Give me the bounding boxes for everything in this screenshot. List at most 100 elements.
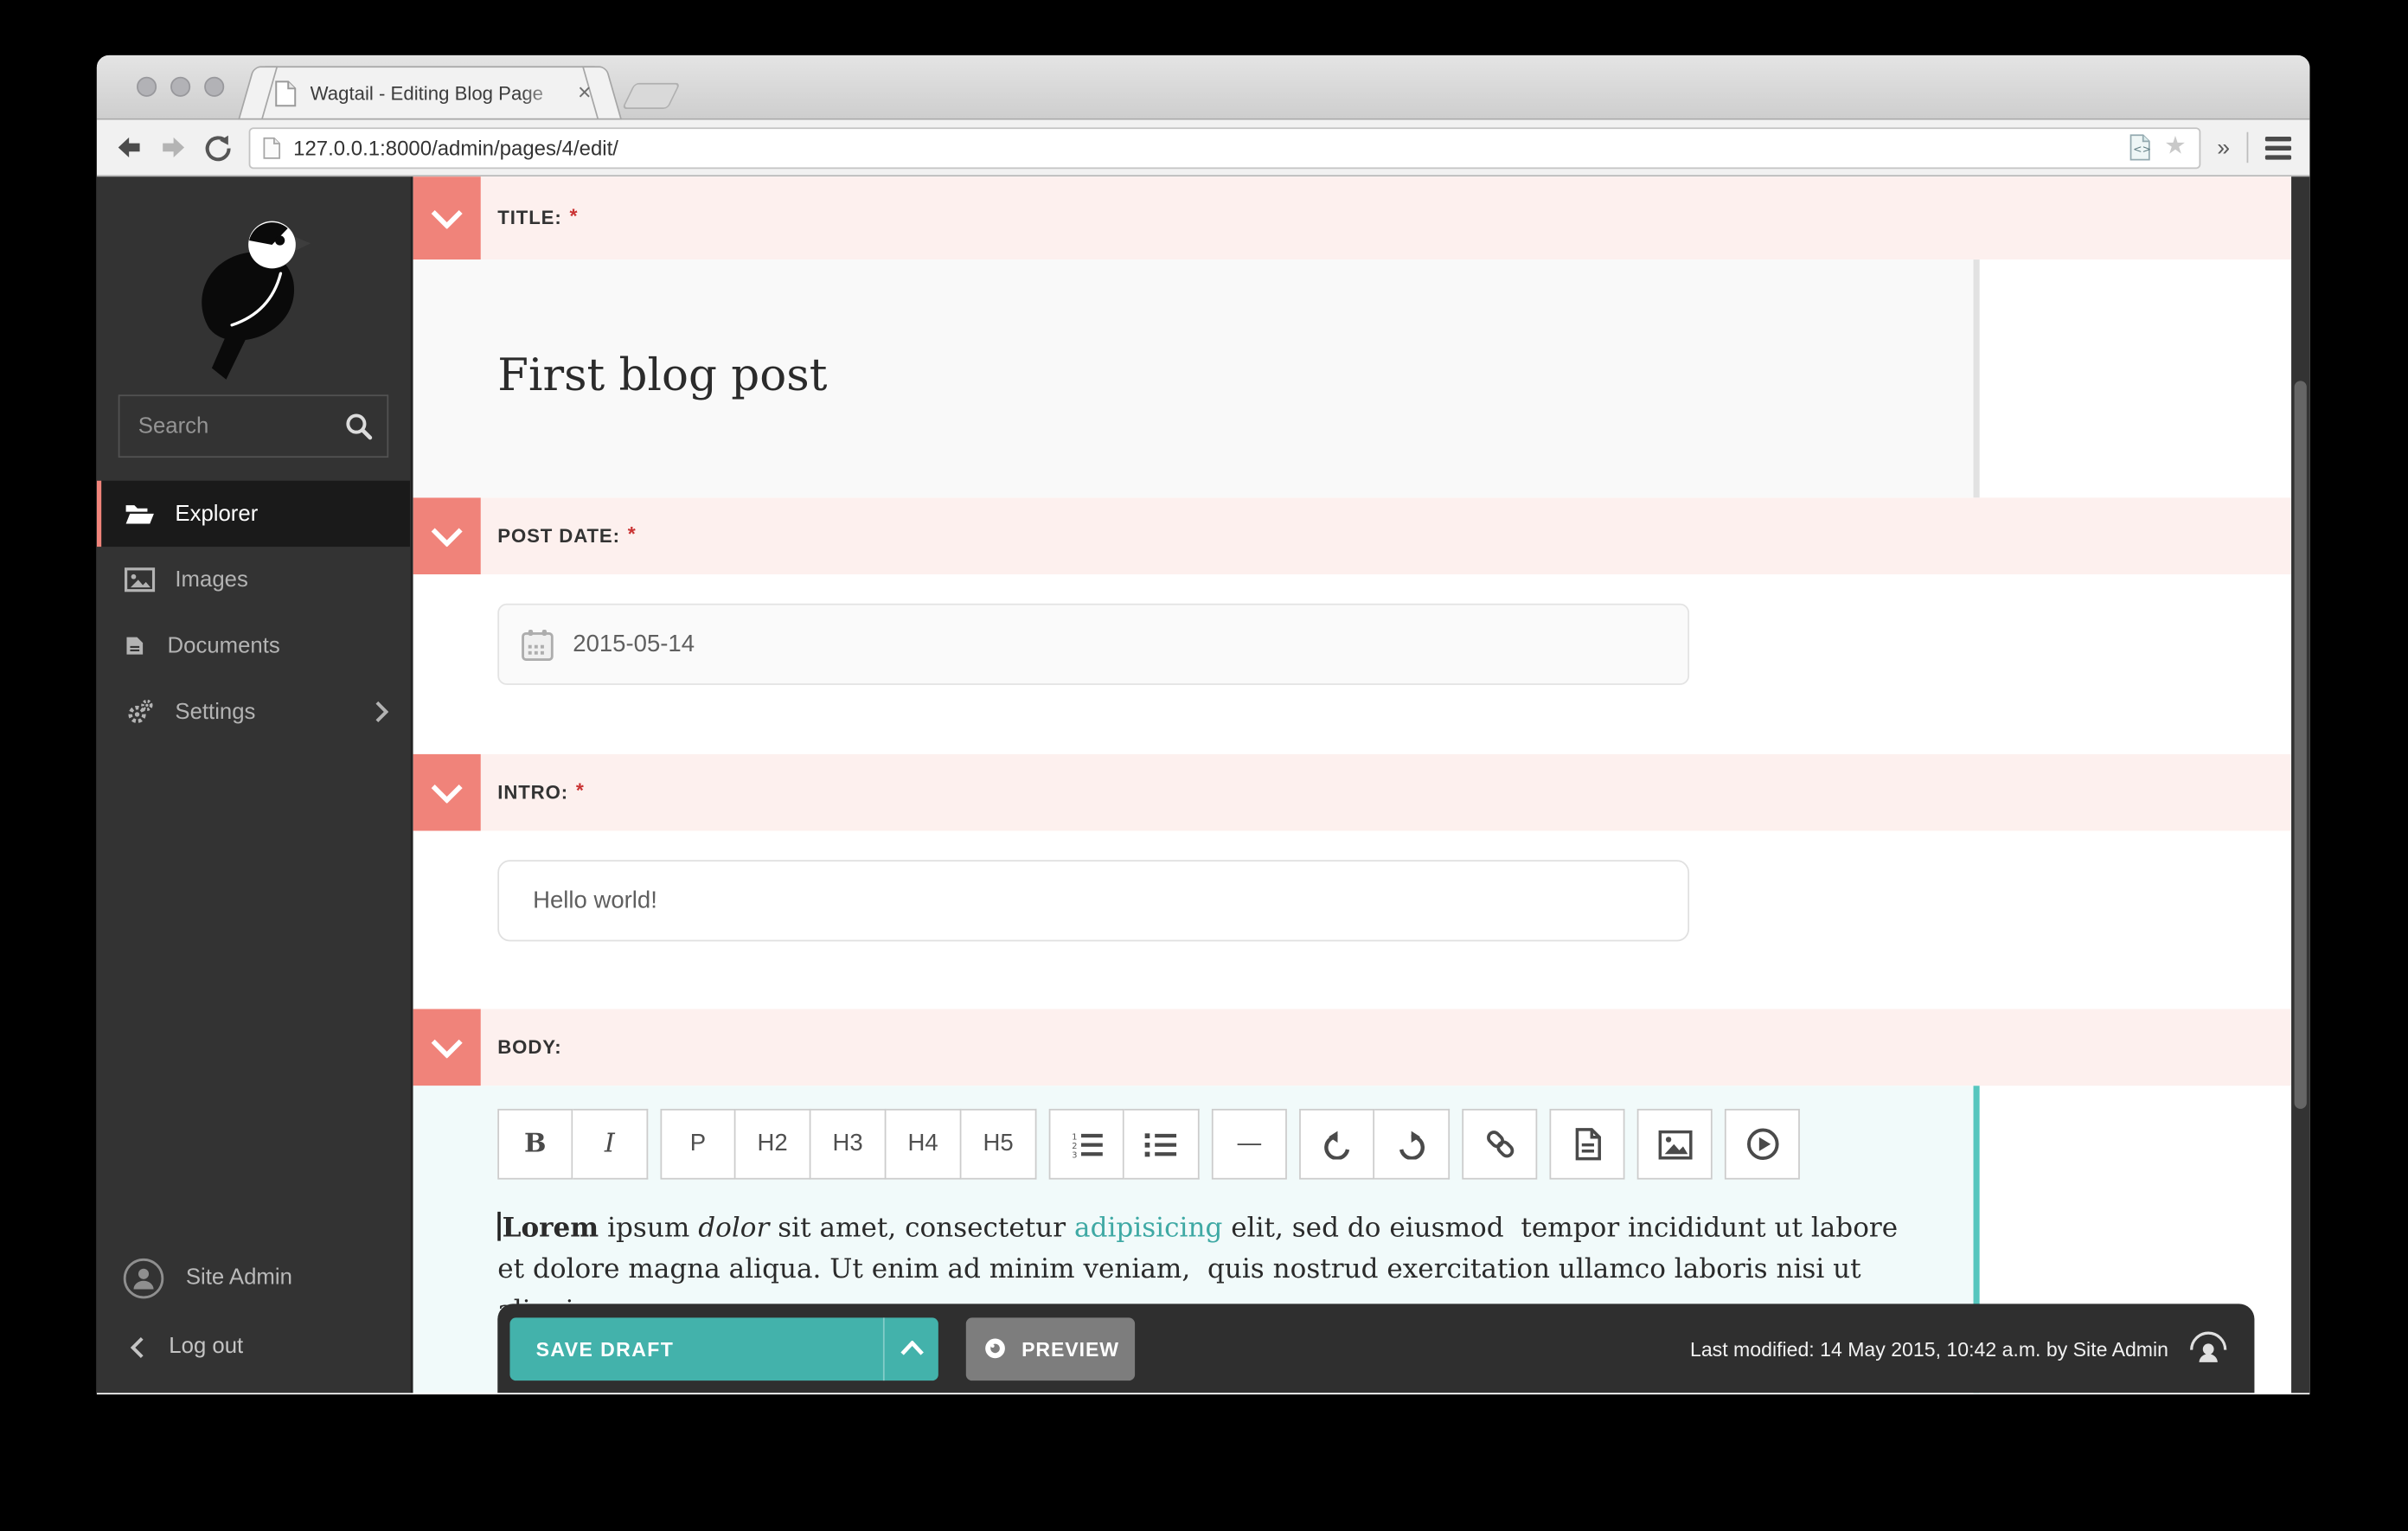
post-date-input[interactable] <box>573 630 1667 658</box>
richtext-toolbar: B I P H2 H3 H4 H5 <box>497 1108 1800 1180</box>
bold-button[interactable]: B <box>497 1108 573 1180</box>
address-bar[interactable]: 127.0.0.1:8000/admin/pages/4/edit/ <> ★ <box>248 126 2200 169</box>
url-text[interactable]: 127.0.0.1:8000/admin/pages/4/edit/ <box>293 136 618 159</box>
document-icon <box>1574 1128 1601 1161</box>
svg-text:3: 3 <box>1071 1151 1076 1158</box>
code-resource-icon[interactable]: <> <box>2129 133 2152 161</box>
h5-button[interactable]: H5 <box>961 1108 1037 1180</box>
chevron-left-icon <box>130 1336 144 1358</box>
avatar-icon <box>123 1257 164 1298</box>
intro-field[interactable] <box>497 860 1690 942</box>
link-button[interactable] <box>1462 1108 1538 1180</box>
italic-button[interactable]: I <box>573 1108 649 1180</box>
sidebar-menu: Explorer Images <box>96 480 411 745</box>
sidebar-item-settings[interactable]: Settings <box>97 679 410 745</box>
h3-button[interactable]: H3 <box>810 1108 887 1180</box>
save-options-toggle[interactable] <box>885 1341 938 1356</box>
section-header-body: BODY: <box>413 1009 2292 1086</box>
editor-footer-bar: SAVE DRAFT <box>497 1304 2255 1393</box>
search-input[interactable] <box>118 394 389 458</box>
preview-label: PREVIEW <box>1021 1336 1119 1361</box>
preview-button[interactable]: PREVIEW <box>965 1316 1136 1380</box>
collapse-body-button[interactable] <box>413 1009 481 1086</box>
image-icon <box>1657 1129 1692 1159</box>
tab-title: Wagtail - Editing Blog Page <box>310 81 544 104</box>
bookmark-star-icon[interactable]: ★ <box>2164 133 2187 160</box>
browser-menu-icon[interactable] <box>2264 136 2292 159</box>
document-icon <box>126 637 144 655</box>
h4-button[interactable]: H4 <box>886 1108 962 1180</box>
text-caret <box>497 1211 501 1241</box>
sidebar-item-documents[interactable]: Documents <box>97 612 410 678</box>
collapse-title-button[interactable] <box>413 176 481 260</box>
redo-icon <box>1399 1130 1425 1159</box>
richtext-run: dolor <box>698 1213 770 1245</box>
title-section-body: First blog post <box>413 259 2292 498</box>
paragraph-button[interactable]: P <box>660 1108 736 1180</box>
post-date-field[interactable] <box>497 603 1690 685</box>
section-header-intro: INTRO: * <box>413 753 2292 831</box>
link-icon <box>1486 1131 1514 1158</box>
scrollbar-thumb[interactable] <box>2294 381 2307 1109</box>
zoom-window-button[interactable] <box>204 76 225 97</box>
image-button[interactable] <box>1636 1108 1713 1180</box>
browser-tab-bar: Wagtail - Editing Blog Page × <box>96 54 2310 120</box>
section-header-post-date: POST DATE: * <box>413 497 2292 575</box>
collapse-intro-button[interactable] <box>413 753 481 831</box>
title-label: TITLE: <box>497 207 562 229</box>
title-input[interactable]: First blog post <box>497 349 828 401</box>
sidebar-item-images[interactable]: Images <box>97 547 410 612</box>
redo-button[interactable] <box>1374 1108 1451 1180</box>
new-tab-button[interactable] <box>621 82 681 110</box>
tab-close-icon[interactable]: × <box>578 80 592 106</box>
close-window-button[interactable] <box>137 76 157 97</box>
intro-input[interactable] <box>533 887 1655 915</box>
user-name: Site Admin <box>185 1265 292 1291</box>
required-marker: * <box>569 203 579 227</box>
richtext-link[interactable]: adipisicing <box>1074 1213 1223 1245</box>
richtext-editor[interactable]: Lorem ipsum dolor sit amet, consectetur … <box>497 1208 1898 1333</box>
toolbar-divider <box>2246 131 2249 163</box>
collapse-post-date-button[interactable] <box>413 497 481 575</box>
richtext-run: Lorem <box>502 1213 599 1245</box>
save-draft-button[interactable]: SAVE DRAFT <box>509 1316 938 1380</box>
embed-media-button[interactable] <box>1724 1108 1800 1180</box>
h2-button[interactable]: H2 <box>735 1108 811 1180</box>
svg-text:<>: <> <box>2134 143 2152 156</box>
document-link-button[interactable] <box>1549 1108 1625 1180</box>
search-icon[interactable] <box>344 412 374 441</box>
chevron-up-icon <box>900 1341 923 1355</box>
chevron-right-icon <box>375 701 389 722</box>
page-scrollbar[interactable] <box>2291 176 2310 1393</box>
browser-window: Wagtail - Editing Blog Page × <box>96 54 2310 1395</box>
logout-label: Log out <box>169 1334 244 1360</box>
horizontal-rule-button[interactable]: — <box>1211 1108 1287 1180</box>
unordered-list-icon <box>1144 1133 1177 1157</box>
wagtail-admin-page: Explorer Images <box>96 176 2310 1393</box>
window-controls[interactable] <box>137 76 225 97</box>
back-button[interactable] <box>115 133 143 161</box>
minimize-window-button[interactable] <box>170 76 191 97</box>
richtext-run: ipsum <box>599 1213 699 1245</box>
chevron-down-icon <box>431 1038 463 1058</box>
browser-url-bar: 127.0.0.1:8000/admin/pages/4/edit/ <> ★ … <box>96 119 2310 177</box>
save-draft-label: SAVE DRAFT <box>535 1336 675 1361</box>
edit-form-area: TITLE: * First blog post <box>410 176 2310 1393</box>
svg-text:1: 1 <box>1071 1132 1076 1142</box>
unordered-list-button[interactable] <box>1124 1108 1200 1180</box>
forward-button[interactable] <box>160 133 188 161</box>
toolbar-overflow-icon[interactable]: » <box>2217 134 2231 161</box>
account-button[interactable]: Site Admin <box>97 1242 410 1313</box>
svg-text:2: 2 <box>1071 1142 1076 1151</box>
ordered-list-button[interactable]: 1 2 3 <box>1048 1108 1124 1180</box>
undo-button[interactable] <box>1299 1108 1375 1180</box>
browser-tab[interactable]: Wagtail - Editing Blog Page × <box>256 67 604 119</box>
logout-button[interactable]: Log out <box>97 1313 410 1380</box>
calendar-icon <box>522 629 554 661</box>
chevron-down-icon <box>431 784 463 803</box>
reload-button[interactable] <box>204 133 232 162</box>
chevron-down-icon <box>431 209 463 228</box>
sidebar-item-explorer[interactable]: Explorer <box>96 480 411 548</box>
sidebar-item-label: Explorer <box>175 501 259 527</box>
